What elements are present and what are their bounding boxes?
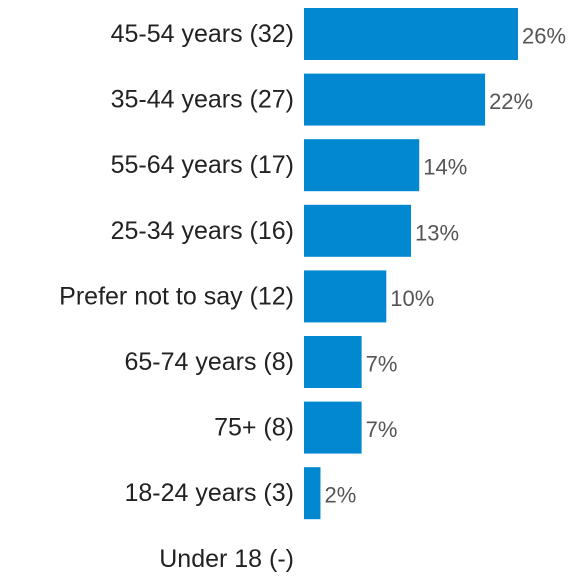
category-label-3: 25-34 years (16) [111, 217, 294, 245]
category-label-1: 35-44 years (27) [111, 86, 294, 114]
category-label-0: 45-54 years (32) [111, 20, 294, 48]
bar-2 [304, 139, 420, 192]
bar-3 [304, 204, 411, 257]
value-labels-group: 26% 22% 14% 13% 10% 7% 7% 2% [324, 24, 566, 508]
bar-6 [304, 401, 362, 454]
value-label-4: 10% [390, 286, 434, 311]
bar-0 [304, 8, 518, 60]
value-label-3: 13% [415, 220, 459, 245]
category-label-8: Under 18 (-) [159, 545, 294, 573]
category-label-4: Prefer not to say (12) [59, 282, 294, 310]
bars-group [304, 8, 518, 520]
category-label-5: 65-74 years (8) [124, 348, 294, 376]
bar-4 [304, 270, 387, 323]
value-label-0: 26% [522, 24, 566, 49]
value-label-2: 14% [423, 155, 467, 180]
category-label-7: 18-24 years (3) [124, 479, 294, 507]
category-label-6: 75+ (8) [214, 414, 294, 442]
category-label-2: 55-64 years (17) [111, 151, 294, 179]
bar-7 [304, 467, 321, 520]
value-label-1: 22% [489, 89, 533, 114]
value-label-7: 2% [324, 483, 356, 508]
category-labels-group: 45-54 years (32) 35-44 years (27) 55-64 ye… [59, 20, 294, 573]
value-label-5: 7% [366, 352, 398, 377]
bar-1 [304, 73, 486, 126]
value-label-6: 7% [366, 417, 398, 442]
bar-5 [304, 336, 362, 388]
